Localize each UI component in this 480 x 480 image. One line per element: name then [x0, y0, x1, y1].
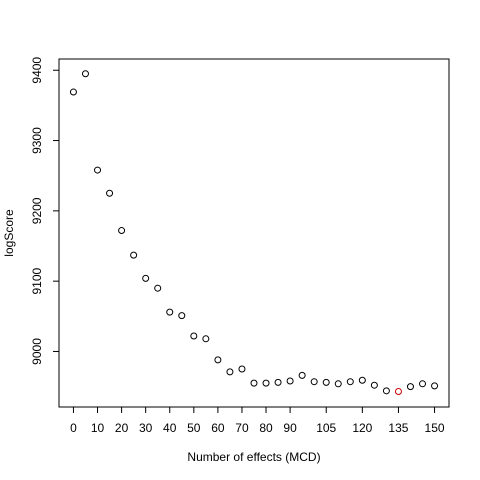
data-point — [226, 368, 234, 376]
data-point-highlighted — [394, 388, 402, 396]
x-axis-label: Number of effects (MCD) — [187, 450, 320, 464]
data-point — [94, 166, 102, 174]
data-point — [202, 335, 210, 343]
data-point — [190, 332, 198, 340]
data-point — [154, 284, 162, 292]
x-tick-label: 10 — [91, 421, 105, 435]
data-point — [334, 380, 342, 388]
y-axis-label: logScore — [2, 209, 16, 257]
x-tick-label: 50 — [187, 421, 201, 435]
y-tick-label: 9000 — [30, 338, 44, 365]
x-tick-label: 80 — [259, 421, 273, 435]
x-tick-label: 60 — [211, 421, 225, 435]
x-tick-label: 20 — [115, 421, 129, 435]
data-point — [262, 379, 270, 387]
data-point — [431, 382, 439, 390]
x-tick-label: 40 — [163, 421, 177, 435]
data-point — [310, 378, 318, 386]
y-tick-label: 9100 — [30, 267, 44, 294]
data-point — [406, 383, 414, 391]
x-tick-label: 105 — [316, 421, 336, 435]
data-point — [238, 365, 246, 373]
x-tick-label: 135 — [388, 421, 408, 435]
x-axis: 0 10 20 30 40 50 60 70 80 90 105 120 135 150 — [70, 406, 445, 435]
data-point — [69, 88, 77, 96]
data-point — [178, 312, 186, 320]
data-point — [286, 377, 294, 385]
data-point — [298, 371, 306, 379]
y-axis: 9000 9100 9200 9300 9400 — [30, 57, 60, 365]
data-point — [358, 376, 366, 384]
x-tick-label: 90 — [283, 421, 297, 435]
data-point — [118, 227, 126, 235]
x-tick-label: 150 — [425, 421, 445, 435]
data-point — [346, 378, 354, 386]
data-point — [382, 387, 390, 395]
data-point — [214, 356, 222, 364]
x-tick-label: 120 — [352, 421, 372, 435]
data-point — [274, 378, 282, 386]
y-tick-label: 9400 — [30, 57, 44, 84]
data-point — [419, 380, 427, 388]
x-tick-label: 0 — [70, 421, 77, 435]
y-tick-label: 9200 — [30, 197, 44, 224]
data-point — [81, 70, 89, 78]
data-point — [166, 308, 174, 316]
data-point — [322, 378, 330, 386]
x-tick-label: 70 — [235, 421, 249, 435]
data-point — [370, 381, 378, 389]
data-point — [130, 251, 138, 259]
y-tick-label: 9300 — [30, 127, 44, 154]
data-points — [69, 70, 439, 396]
data-point — [142, 274, 150, 282]
data-point — [106, 189, 114, 197]
x-tick-label: 30 — [139, 421, 153, 435]
data-point — [250, 379, 258, 387]
